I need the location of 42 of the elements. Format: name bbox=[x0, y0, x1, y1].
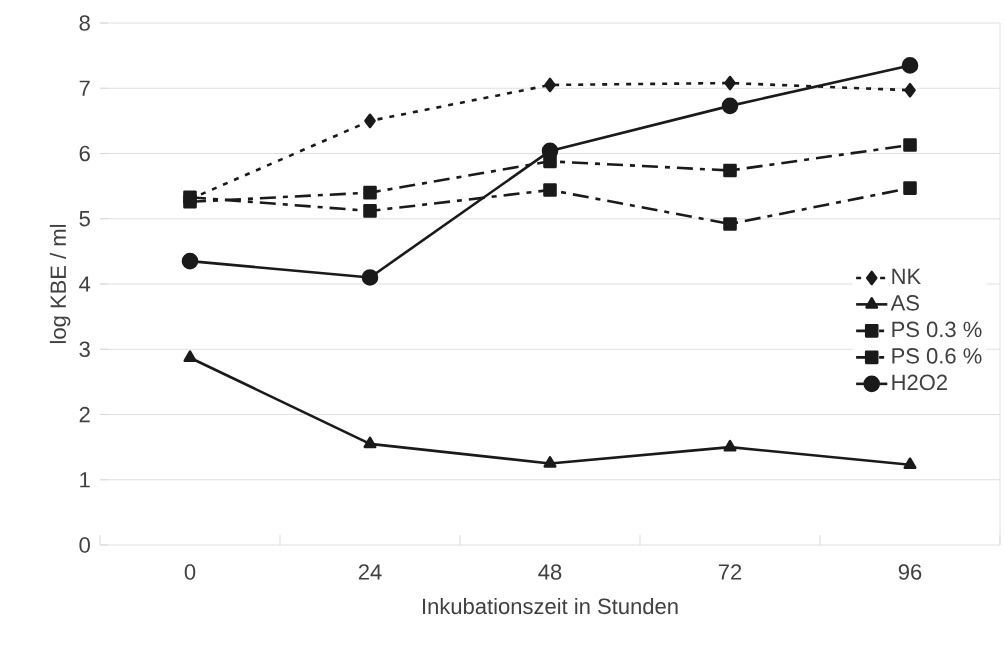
x-tick-label: 96 bbox=[898, 564, 922, 580]
x-axis-title: Inkubationszeit in Stunden bbox=[423, 597, 678, 615]
point bbox=[903, 138, 917, 152]
y-tick-label: 5 bbox=[79, 211, 90, 227]
y-tick-label: 3 bbox=[79, 341, 90, 358]
legend-label: H2O2 bbox=[892, 374, 947, 391]
point bbox=[901, 57, 919, 74]
legend-label: PS 0.3 % bbox=[892, 321, 982, 338]
y-axis-title: log KBE / ml bbox=[49, 224, 71, 344]
x-tick-label: 72 bbox=[718, 564, 742, 580]
y-tick-label: 4 bbox=[79, 276, 91, 292]
y-tick-label: 1 bbox=[80, 472, 90, 488]
x-tick-label: 0 bbox=[184, 564, 196, 580]
point bbox=[903, 181, 917, 195]
point bbox=[363, 204, 377, 218]
point bbox=[723, 439, 737, 452]
y-tick-label: 0 bbox=[79, 537, 90, 553]
point bbox=[903, 457, 917, 470]
point bbox=[721, 97, 739, 115]
point bbox=[724, 75, 736, 91]
x-tick-label: 48 bbox=[538, 564, 562, 580]
point bbox=[543, 154, 557, 169]
y-tick-label: 6 bbox=[79, 145, 90, 162]
point bbox=[361, 269, 379, 286]
point bbox=[543, 456, 557, 468]
y-tick-label: 2 bbox=[79, 406, 90, 423]
point bbox=[181, 252, 199, 270]
legend-label: AS bbox=[890, 295, 919, 311]
point bbox=[543, 183, 557, 197]
x-tick-label: 24 bbox=[358, 564, 382, 580]
point bbox=[363, 436, 377, 449]
point bbox=[183, 350, 197, 363]
y-tick-label: 7 bbox=[79, 80, 90, 96]
legend-label: NK bbox=[892, 268, 921, 284]
point bbox=[723, 217, 737, 231]
point bbox=[544, 77, 556, 93]
point bbox=[363, 185, 377, 200]
y-tick-label: 8 bbox=[79, 15, 90, 31]
point bbox=[364, 113, 376, 129]
point bbox=[904, 82, 916, 98]
point bbox=[723, 163, 737, 178]
legend-label: PS 0.6 % bbox=[892, 348, 982, 364]
